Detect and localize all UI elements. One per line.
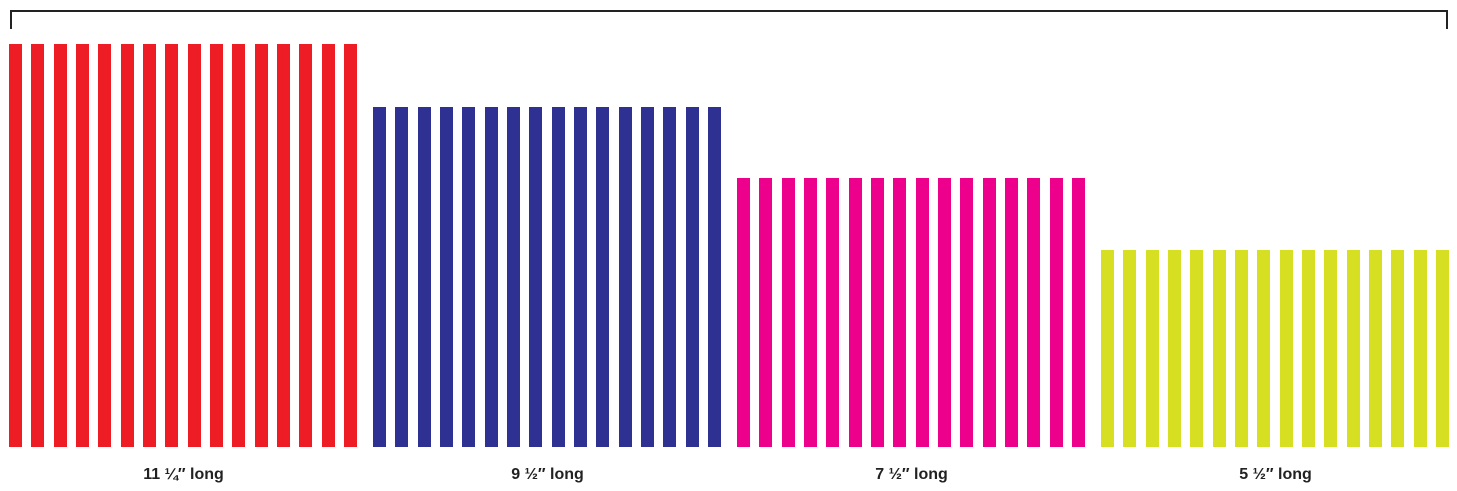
strip xyxy=(54,44,67,447)
strip xyxy=(1369,250,1382,447)
strip xyxy=(1302,250,1315,447)
strip xyxy=(1101,250,1114,447)
strip xyxy=(916,178,929,447)
strip xyxy=(1005,178,1018,447)
bracket-top-line xyxy=(10,10,1448,12)
strip xyxy=(485,107,498,447)
strip-group-11-quarter xyxy=(9,44,357,447)
strip xyxy=(9,44,22,447)
group-label: 7 ½″ long xyxy=(875,466,948,483)
strip xyxy=(1391,250,1404,447)
strip xyxy=(574,107,587,447)
strip xyxy=(440,107,453,447)
strip xyxy=(98,44,111,447)
strip xyxy=(143,44,156,447)
strip xyxy=(849,178,862,447)
group-label: 5 ½″ long xyxy=(1239,466,1312,483)
strip xyxy=(121,44,134,447)
strip xyxy=(188,44,201,447)
strip-group-5-half xyxy=(1101,250,1449,447)
strip xyxy=(759,178,772,447)
strip xyxy=(1146,250,1159,447)
strip xyxy=(232,44,245,447)
strip xyxy=(938,178,951,447)
strip xyxy=(165,44,178,447)
strip xyxy=(1123,250,1136,447)
strip xyxy=(641,107,654,447)
strip xyxy=(893,178,906,447)
strip xyxy=(462,107,475,447)
strip xyxy=(1235,250,1248,447)
strip xyxy=(960,178,973,447)
strip xyxy=(619,107,632,447)
strip xyxy=(1213,250,1226,447)
strip xyxy=(1027,178,1040,447)
strip xyxy=(322,44,335,447)
bracket-left-tick xyxy=(10,10,12,29)
strip xyxy=(1414,250,1427,447)
strip xyxy=(344,44,357,447)
strip xyxy=(782,178,795,447)
strip xyxy=(1347,250,1360,447)
strip xyxy=(1050,178,1063,447)
strip xyxy=(983,178,996,447)
strip xyxy=(871,178,884,447)
strip xyxy=(1190,250,1203,447)
strip xyxy=(737,178,750,447)
strip xyxy=(596,107,609,447)
strip xyxy=(1436,250,1449,447)
strip xyxy=(1324,250,1337,447)
strip xyxy=(1168,250,1181,447)
strip xyxy=(686,107,699,447)
strip xyxy=(418,107,431,447)
strip xyxy=(1072,178,1085,447)
strip xyxy=(804,178,817,447)
bracket-right-tick xyxy=(1446,10,1448,29)
strip xyxy=(708,107,721,447)
strip xyxy=(277,44,290,447)
strip xyxy=(1280,250,1293,447)
strip xyxy=(663,107,676,447)
strip xyxy=(299,44,312,447)
strip xyxy=(507,107,520,447)
strip xyxy=(76,44,89,447)
strip xyxy=(395,107,408,447)
strip xyxy=(529,107,542,447)
strip-group-9-half xyxy=(373,107,721,447)
strip xyxy=(210,44,223,447)
strip xyxy=(1257,250,1270,447)
group-label: 11 ¼″ long xyxy=(143,466,224,483)
group-label: 9 ½″ long xyxy=(511,466,584,483)
strip xyxy=(552,107,565,447)
strip xyxy=(255,44,268,447)
strip-group-7-half xyxy=(737,178,1085,447)
strip xyxy=(826,178,839,447)
strip xyxy=(31,44,44,447)
strip xyxy=(373,107,386,447)
